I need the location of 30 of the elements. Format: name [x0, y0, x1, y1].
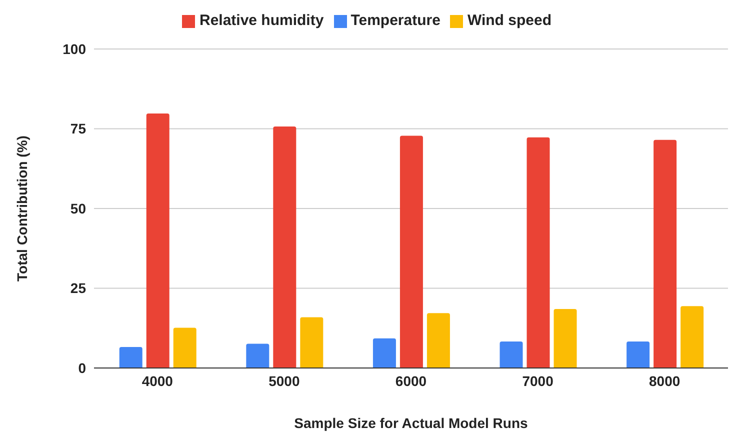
legend-label: Wind speed	[467, 12, 552, 29]
bar	[146, 113, 170, 368]
bar	[680, 306, 704, 368]
legend-label: Relative humidity	[199, 12, 324, 29]
bar	[400, 136, 423, 368]
y-tick-label: 50	[70, 200, 86, 216]
x-tick-label: 4000	[142, 372, 174, 389]
bar	[426, 313, 450, 368]
y-tick-label: 75	[70, 120, 86, 137]
legend-label: Temperature	[350, 12, 440, 29]
bar	[626, 342, 650, 368]
bar	[246, 344, 270, 368]
bar	[500, 342, 523, 368]
bar	[273, 126, 296, 368]
y-tick-label: 0	[78, 360, 86, 376]
x-tick-label: 7000	[522, 372, 554, 389]
y-tick-label: 100	[62, 40, 86, 57]
bar	[526, 137, 550, 368]
bar	[372, 338, 396, 368]
bar	[300, 317, 324, 368]
bar	[654, 140, 677, 368]
y-tick-label: 25	[70, 280, 86, 296]
x-tick-label: 8000	[649, 372, 680, 389]
bar	[554, 308, 577, 368]
x-tick-label: 6000	[395, 372, 427, 389]
x-tick-label: 5000	[268, 372, 300, 389]
bar	[119, 346, 142, 368]
bar	[173, 328, 196, 368]
y-axis-title: Total Contribution (%)	[14, 136, 30, 282]
x-axis-title: Sample Size for Actual Model Runs	[294, 415, 528, 431]
